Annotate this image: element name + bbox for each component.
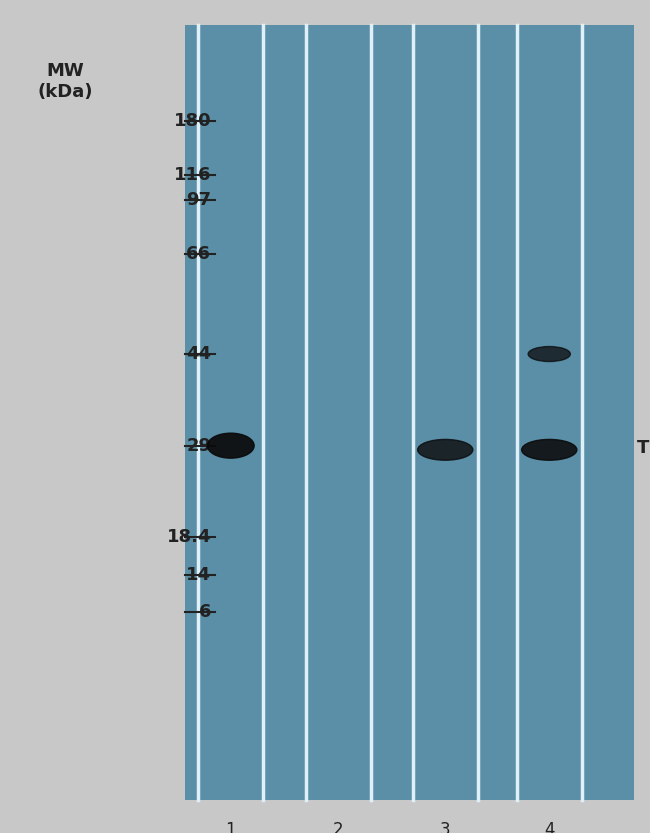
- Text: 18.4: 18.4: [167, 528, 211, 546]
- Text: 4: 4: [544, 821, 554, 833]
- Ellipse shape: [418, 440, 473, 460]
- Text: 180: 180: [174, 112, 211, 130]
- Text: 2: 2: [333, 821, 343, 833]
- Text: 66: 66: [187, 245, 211, 263]
- Text: 29: 29: [187, 436, 211, 455]
- Text: MW
(kDa): MW (kDa): [37, 62, 93, 102]
- Ellipse shape: [207, 433, 254, 458]
- Text: 14: 14: [187, 566, 211, 584]
- Text: 116: 116: [174, 166, 211, 184]
- Text: 3: 3: [440, 821, 450, 833]
- Ellipse shape: [521, 440, 577, 460]
- Text: 1: 1: [226, 821, 236, 833]
- Bar: [185, 25, 634, 800]
- Text: 6: 6: [199, 603, 211, 621]
- Text: TIGAR: TIGAR: [637, 439, 650, 457]
- Text: 44: 44: [187, 345, 211, 363]
- Text: 97: 97: [187, 191, 211, 209]
- Ellipse shape: [528, 347, 571, 362]
